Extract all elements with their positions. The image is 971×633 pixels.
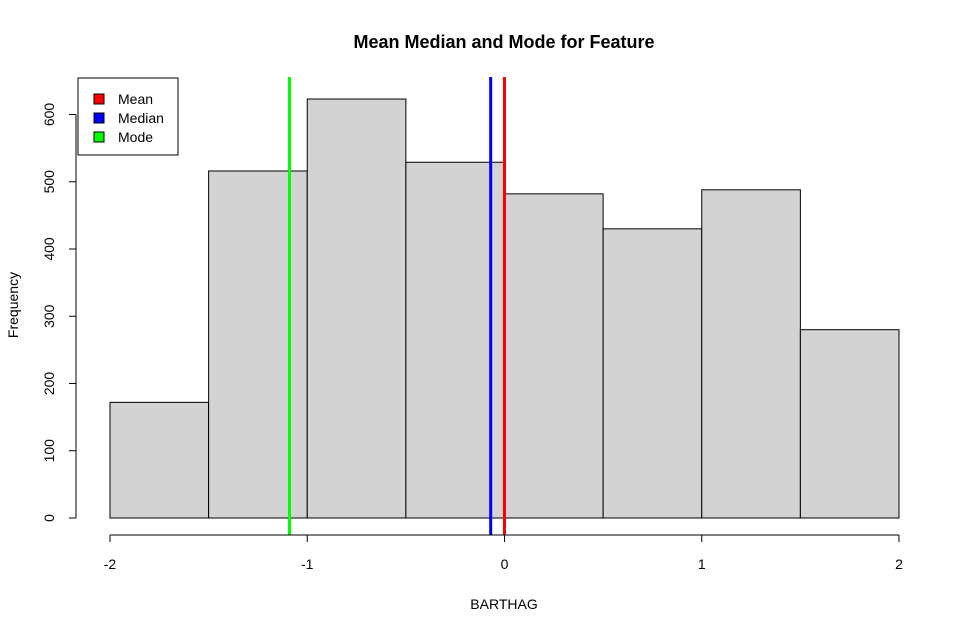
histogram-bar [306,98,407,519]
legend-label: Median [118,110,164,126]
x-tick-label: 0 [501,556,509,572]
y-tick-label: 200 [41,372,57,396]
bars-group [109,98,900,519]
histogram-bar [602,228,703,519]
legend-swatch [93,131,105,143]
histogram-bar [109,401,210,519]
y-tick-label: 600 [41,103,57,127]
x-tick-label: -2 [104,556,117,572]
x-axis-label: BARTHAG [470,596,537,612]
legend: Mean Median Mode [77,77,179,156]
histogram-bar [504,193,604,519]
y-axis-label: Frequency [5,272,21,338]
x-tick-label: -1 [301,556,314,572]
y-axis: 0 100 200 300 400 500 600 [41,103,77,522]
reference-lines-group [287,77,506,535]
y-tick-label: 100 [41,439,57,463]
legend-swatch [93,112,105,124]
chart-title: Mean Median and Mode for Feature [353,32,654,52]
x-axis: -2 -1 0 1 2 [104,534,903,572]
legend-label: Mode [118,129,153,145]
x-tick-label: 2 [895,556,903,572]
x-tick-label: 1 [698,556,706,572]
histogram-bar [405,161,505,519]
y-tick-label: 0 [41,514,57,522]
legend-label: Mean [118,91,153,107]
histogram-bar [799,329,900,519]
histogram-bar [208,170,308,519]
y-tick-label: 300 [41,304,57,328]
y-tick-label: 500 [41,170,57,194]
histogram-bar [701,189,801,519]
legend-swatch [93,93,105,105]
y-tick-label: 400 [41,237,57,261]
